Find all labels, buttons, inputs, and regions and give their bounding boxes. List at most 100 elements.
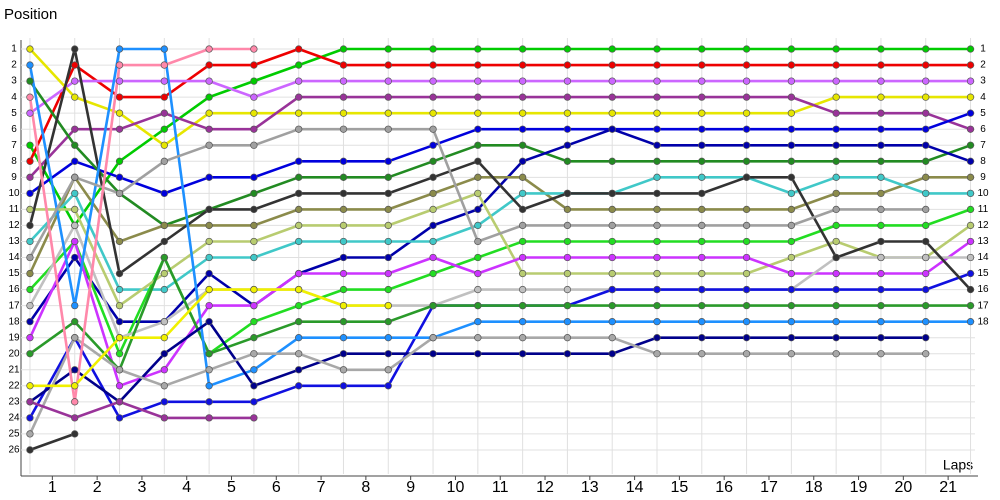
point [742, 61, 751, 69]
point [518, 253, 527, 262]
point [608, 285, 616, 294]
point [877, 301, 885, 310]
point [832, 318, 840, 326]
point [877, 189, 885, 198]
y-tick-label: 19 [8, 332, 20, 343]
point [295, 189, 303, 198]
point [160, 237, 168, 246]
x-tick-label: 17 [760, 479, 778, 496]
point [563, 77, 572, 85]
point [115, 382, 124, 390]
point [966, 205, 975, 214]
point [250, 205, 258, 214]
point [474, 318, 482, 326]
point [653, 109, 661, 117]
point [922, 301, 930, 310]
point [384, 125, 392, 133]
y2-tick-label: 17 [977, 300, 989, 311]
point [877, 77, 885, 85]
point [877, 334, 885, 342]
y2-tick-label: 18 [977, 316, 989, 327]
point [384, 61, 392, 69]
point [518, 93, 527, 101]
point [295, 173, 303, 181]
point [832, 141, 840, 149]
point [922, 221, 930, 230]
point [698, 157, 706, 165]
point [384, 205, 392, 214]
x-tick-label: 18 [805, 479, 823, 496]
point [563, 125, 572, 133]
point [26, 398, 34, 406]
point [832, 125, 840, 133]
point [698, 141, 706, 149]
point [742, 221, 751, 230]
point [160, 157, 168, 165]
point [339, 189, 348, 198]
point [608, 93, 616, 101]
y2-tick-label: 1 [980, 44, 986, 55]
point [295, 350, 303, 358]
x-tick-label: 11 [492, 479, 509, 496]
point [653, 221, 661, 230]
point [608, 45, 616, 53]
y2-tick-label: 13 [977, 236, 989, 247]
point [115, 61, 124, 69]
point [384, 237, 392, 246]
point [653, 285, 661, 294]
point [832, 205, 840, 214]
point [698, 61, 706, 69]
point [384, 366, 392, 374]
point [295, 366, 303, 374]
point [295, 301, 303, 310]
point [250, 141, 258, 149]
point [698, 205, 706, 214]
point [966, 125, 975, 133]
point [787, 141, 796, 149]
series-line [29, 79, 971, 115]
point [384, 301, 392, 310]
point [787, 45, 796, 53]
y-tick-label: 17 [8, 300, 20, 311]
point [966, 77, 975, 85]
point [71, 398, 79, 406]
point [474, 173, 482, 181]
point [474, 205, 482, 214]
point [742, 318, 751, 326]
point [832, 109, 840, 117]
point [250, 334, 258, 342]
point [653, 301, 661, 310]
y-tick-label: 3 [11, 76, 17, 87]
point [877, 269, 885, 278]
point [429, 93, 437, 101]
point [518, 61, 527, 69]
y2-tick-label: 12 [977, 220, 989, 231]
y-tick-label: 24 [8, 413, 20, 424]
point [384, 382, 392, 390]
point [115, 285, 124, 294]
point [160, 318, 168, 326]
point [429, 205, 437, 214]
point [653, 61, 661, 69]
point [339, 253, 348, 262]
point [26, 61, 34, 69]
point [26, 318, 34, 326]
point [339, 61, 348, 69]
point [384, 109, 392, 117]
point [518, 157, 527, 165]
point [877, 45, 885, 53]
point [653, 93, 661, 101]
point [474, 301, 482, 310]
point [877, 109, 885, 117]
point [26, 430, 34, 438]
point [474, 157, 482, 165]
x-tick-label: 5 [227, 479, 236, 496]
point [295, 45, 303, 53]
point [563, 318, 572, 326]
point [966, 318, 975, 326]
point [115, 45, 124, 53]
point [295, 109, 303, 117]
point [115, 189, 124, 198]
point [832, 221, 840, 230]
y2-tick-label: 9 [980, 172, 986, 183]
